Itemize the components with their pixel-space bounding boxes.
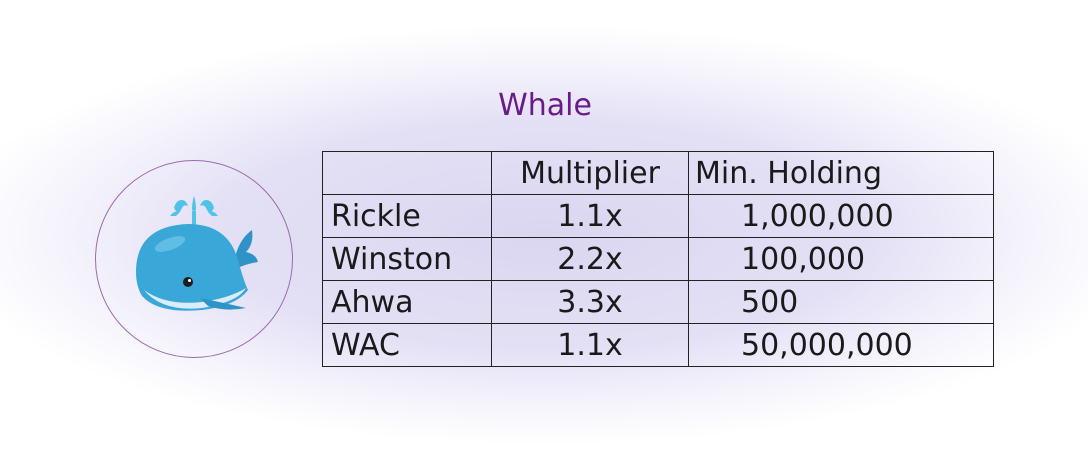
header-cell-min-holding: Min. Holding: [689, 152, 994, 195]
row-min-holding: 500: [689, 281, 994, 324]
table-row: Rickle 1.1x 1,000,000: [323, 195, 994, 238]
avatar: [95, 160, 293, 358]
row-min-holding: 1,000,000: [689, 195, 994, 238]
whale-icon: [130, 194, 260, 324]
row-min-holding: 100,000: [689, 238, 994, 281]
table-row: Ahwa 3.3x 500: [323, 281, 994, 324]
table-row: WAC 1.1x 50,000,000: [323, 324, 994, 367]
page-title: Whale: [470, 88, 620, 123]
header-cell-empty: [323, 152, 492, 195]
row-multiplier: 1.1x: [492, 195, 689, 238]
table-header-row: Multiplier Min. Holding: [323, 152, 994, 195]
holdings-table: Multiplier Min. Holding Rickle 1.1x 1,00…: [322, 151, 994, 367]
row-name: WAC: [323, 324, 492, 367]
row-min-holding: 50,000,000: [689, 324, 994, 367]
row-multiplier: 1.1x: [492, 324, 689, 367]
row-multiplier: 3.3x: [492, 281, 689, 324]
row-name: Winston: [323, 238, 492, 281]
table-row: Winston 2.2x 100,000: [323, 238, 994, 281]
row-multiplier: 2.2x: [492, 238, 689, 281]
header-cell-multiplier: Multiplier: [492, 152, 689, 195]
row-name: Rickle: [323, 195, 492, 238]
row-name: Ahwa: [323, 281, 492, 324]
